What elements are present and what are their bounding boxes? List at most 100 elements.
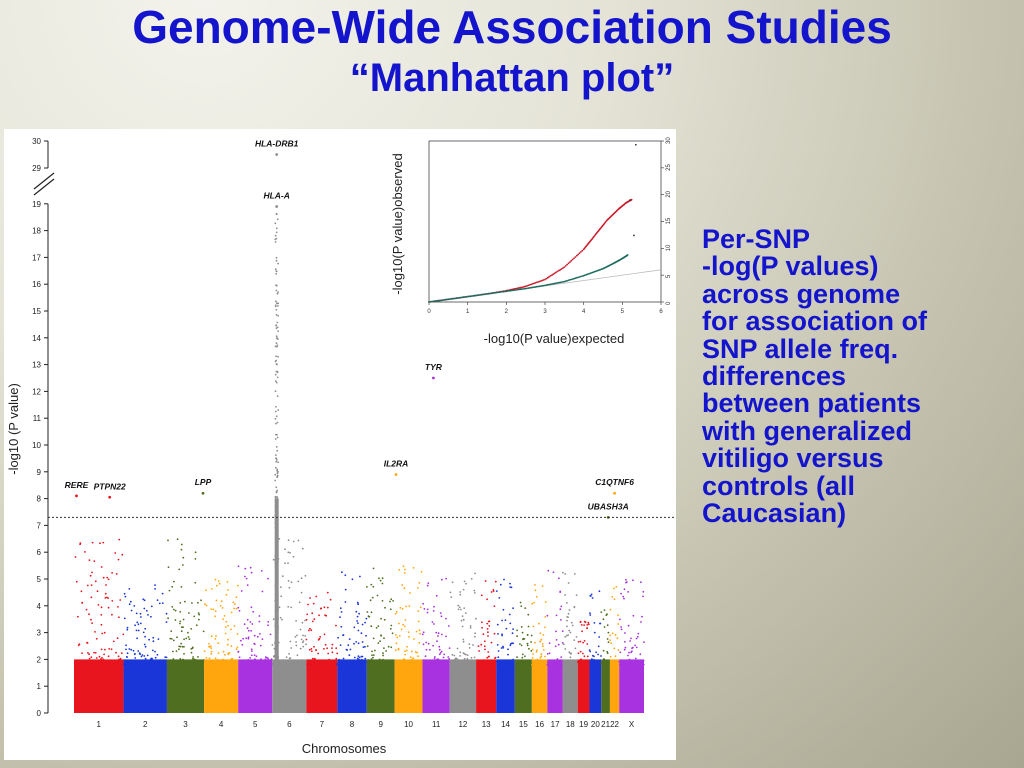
snp-point xyxy=(144,662,147,665)
snp-point xyxy=(620,628,623,631)
snp-point xyxy=(466,663,468,666)
qq-point xyxy=(559,268,562,271)
snp-point xyxy=(412,657,415,660)
snp-point xyxy=(179,611,182,613)
snp-point xyxy=(220,600,223,602)
qq-point xyxy=(531,286,534,289)
snp-point xyxy=(275,460,278,463)
description-line: SNP allele freq. xyxy=(702,333,899,364)
snp-point xyxy=(270,658,273,660)
snp-point xyxy=(627,591,629,593)
snp-point xyxy=(544,601,547,603)
snp-point xyxy=(98,660,101,663)
snp-point xyxy=(562,643,565,646)
y-tick-label: 15 xyxy=(32,307,41,316)
snp-point xyxy=(378,662,381,665)
snp-point xyxy=(129,663,132,666)
snp-point xyxy=(409,592,411,594)
qq-point xyxy=(433,300,436,303)
snp-point xyxy=(173,580,175,583)
snp-point xyxy=(497,650,500,652)
snp-point xyxy=(244,567,247,570)
snp-point xyxy=(602,663,605,666)
gene-label: RERE xyxy=(65,480,89,490)
snp-point xyxy=(276,489,279,492)
snp-point xyxy=(356,615,359,618)
snp-point xyxy=(348,638,351,640)
snp-point xyxy=(404,650,406,653)
snp-point xyxy=(496,623,499,626)
snp-point xyxy=(591,597,594,599)
snp-point xyxy=(357,629,360,632)
snp-point xyxy=(274,222,277,225)
snp-point xyxy=(324,643,327,646)
snp-point xyxy=(308,663,311,666)
snp-point xyxy=(181,663,184,666)
snp-point xyxy=(356,620,358,622)
snp-point xyxy=(187,662,190,665)
snp-point xyxy=(105,584,107,586)
qq-point xyxy=(556,282,559,284)
snp-point xyxy=(642,590,645,593)
x-tick-label: 18 xyxy=(566,720,575,729)
snp-point xyxy=(520,644,523,647)
snp-point xyxy=(359,575,361,578)
snp-point xyxy=(402,661,404,664)
snp-point xyxy=(167,617,170,620)
snp-point xyxy=(474,632,476,635)
snp-point xyxy=(306,663,308,666)
snp-point xyxy=(261,662,264,665)
snp-point xyxy=(138,663,141,666)
snp-point xyxy=(577,652,580,655)
snp-point xyxy=(618,660,621,663)
x-tick-label: 16 xyxy=(535,720,544,729)
snp-point xyxy=(593,655,595,658)
snp-point xyxy=(409,656,412,659)
snp-point xyxy=(78,643,81,645)
snp-point xyxy=(361,623,364,626)
snp-point xyxy=(221,607,224,609)
qq-point xyxy=(457,297,459,299)
snp-point xyxy=(600,655,602,657)
snp-point xyxy=(599,622,602,625)
qq-point xyxy=(577,276,579,279)
chromosome-block xyxy=(601,659,610,713)
snp-point xyxy=(291,663,293,666)
snp-point xyxy=(445,577,447,580)
snp-point xyxy=(344,574,347,576)
snp-point xyxy=(279,586,282,588)
snp-point xyxy=(483,640,486,643)
snp-point xyxy=(217,642,220,645)
chromosome-block xyxy=(422,659,450,713)
description-line: -log(P values) xyxy=(702,251,879,282)
snp-point xyxy=(274,268,277,271)
snp-point xyxy=(398,635,401,637)
qq-point xyxy=(473,294,476,297)
snp-point xyxy=(494,657,496,660)
snp-point xyxy=(319,661,322,664)
snp-point xyxy=(435,594,438,597)
qq-point xyxy=(571,258,574,261)
y-tick-label: 16 xyxy=(32,280,41,289)
qq-point xyxy=(555,282,557,285)
snp-point xyxy=(305,643,307,646)
snp-point xyxy=(372,567,375,570)
snp-point xyxy=(246,584,249,586)
snp-point xyxy=(496,660,498,663)
snp-point xyxy=(367,660,370,663)
snp-point xyxy=(275,335,278,338)
snp-point xyxy=(299,628,302,631)
snp-point xyxy=(448,657,451,660)
snp-point xyxy=(77,659,80,662)
snp-point xyxy=(117,606,119,608)
snp-point xyxy=(615,586,618,588)
snp-point xyxy=(272,558,275,561)
qq-point xyxy=(571,278,574,280)
snp-point xyxy=(205,604,208,607)
snp-point xyxy=(215,599,218,602)
snp-point xyxy=(214,657,217,660)
snp-point xyxy=(118,662,121,665)
snp-point xyxy=(353,626,356,629)
snp-point xyxy=(461,662,463,665)
peak-point xyxy=(275,205,279,208)
